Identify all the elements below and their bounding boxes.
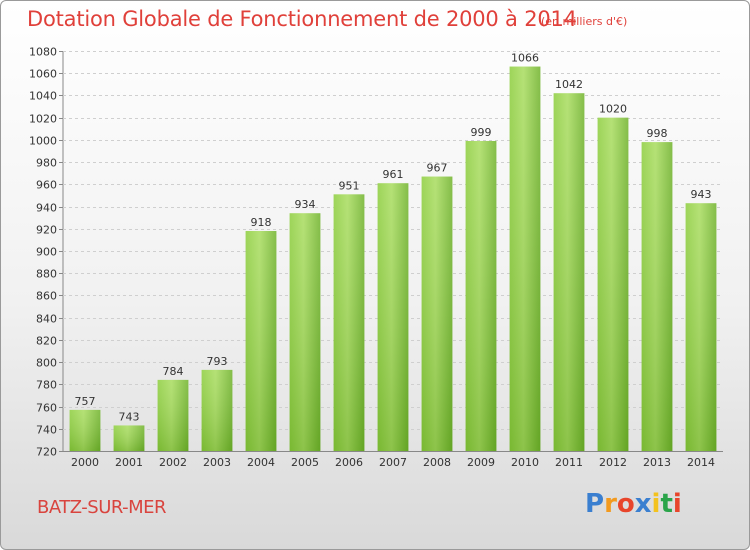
value-label-2012: 1020 [599, 103, 627, 116]
x-tick-label-2008: 2008 [423, 456, 451, 469]
bar-shade-2014 [685, 203, 717, 451]
proxiti-logo: Proxiti [585, 489, 682, 519]
x-tick-label-2012: 2012 [599, 456, 627, 469]
bar-shade-2012 [597, 117, 629, 452]
bar-shade-2000 [69, 409, 101, 451]
y-tick-label: 1020 [29, 113, 57, 126]
x-tick-label-2010: 2010 [511, 456, 539, 469]
logo-letter: x [634, 489, 652, 519]
bar-shade-2006 [333, 194, 365, 452]
value-label-2011: 1042 [555, 78, 583, 91]
bar-shade-2005 [289, 213, 321, 451]
value-label-2002: 784 [163, 365, 184, 378]
y-tick-label: 900 [36, 246, 57, 259]
chart-unit: (en milliers d'€) [541, 15, 628, 28]
y-tick-label: 740 [36, 424, 57, 437]
commune-name: BATZ-SUR-MER [37, 497, 167, 518]
x-tick-label-2004: 2004 [247, 456, 275, 469]
y-tick-label: 1080 [29, 46, 57, 59]
y-tick-label: 960 [36, 179, 57, 192]
y-tick-label: 720 [36, 446, 57, 459]
bar-shade-2004 [245, 231, 277, 451]
bar-shade-2009 [465, 141, 497, 451]
x-tick-label-2000: 2000 [71, 456, 99, 469]
x-tick-label-2006: 2006 [335, 456, 363, 469]
x-tick-label-2003: 2003 [203, 456, 231, 469]
value-label-2013: 998 [647, 127, 668, 140]
logo-letter: i [651, 489, 661, 519]
logo-letter: r [604, 489, 617, 519]
bar-shade-2013 [641, 142, 673, 451]
logo-letter: i [672, 489, 682, 519]
bar-shade-2002 [157, 379, 189, 451]
value-label-2006: 951 [339, 179, 360, 192]
bar-shade-2011 [553, 93, 585, 451]
bar-shade-2008 [421, 176, 453, 452]
value-label-2003: 793 [207, 355, 228, 368]
x-tick-label-2009: 2009 [467, 456, 495, 469]
value-label-2001: 743 [119, 410, 140, 423]
logo-letter: t [660, 489, 673, 519]
x-tick-label-2013: 2013 [643, 456, 671, 469]
y-tick-label: 760 [36, 402, 57, 415]
x-tick-label-2011: 2011 [555, 456, 583, 469]
y-tick-label: 920 [36, 224, 57, 237]
y-tick-label: 980 [36, 157, 57, 170]
value-label-2010: 1066 [511, 52, 539, 65]
bar-shade-2003 [201, 369, 233, 451]
bar-shade-2001 [113, 425, 145, 451]
value-label-2004: 918 [251, 216, 272, 229]
value-label-2005: 934 [295, 198, 316, 211]
x-tick-label-2005: 2005 [291, 456, 319, 469]
y-tick-label: 780 [36, 379, 57, 392]
y-tick-label: 1000 [29, 135, 57, 148]
x-tick-label-2007: 2007 [379, 456, 407, 469]
logo-letter: P [585, 489, 605, 519]
chart-title: Dotation Globale de Fonctionnement de 20… [27, 7, 577, 31]
value-label-2008: 967 [427, 162, 448, 175]
x-tick-label-2014: 2014 [687, 456, 715, 469]
value-label-2000: 757 [75, 395, 96, 408]
y-tick-label: 1060 [29, 68, 57, 81]
bar-shade-2007 [377, 183, 409, 451]
x-tick-label-2002: 2002 [159, 456, 187, 469]
y-tick-label: 880 [36, 268, 57, 281]
y-tick-label: 860 [36, 290, 57, 303]
y-tick-label: 840 [36, 313, 57, 326]
x-tick-label-2001: 2001 [115, 456, 143, 469]
value-label-2009: 999 [471, 126, 492, 139]
logo-letter: o [616, 489, 635, 519]
y-tick-label: 820 [36, 335, 57, 348]
y-tick-label: 940 [36, 202, 57, 215]
bar-shade-2010 [509, 66, 541, 452]
y-tick-label: 800 [36, 357, 57, 370]
value-label-2007: 961 [383, 168, 404, 181]
y-tick-label: 1040 [29, 90, 57, 103]
value-label-2014: 943 [691, 188, 712, 201]
